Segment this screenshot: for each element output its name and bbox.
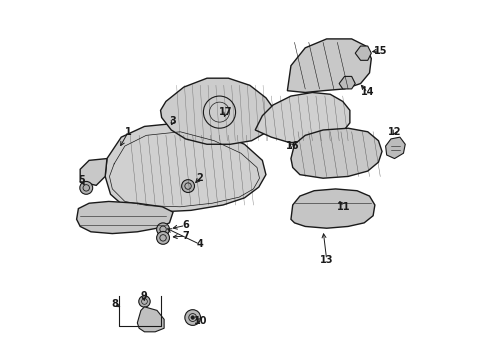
Polygon shape [137, 307, 164, 332]
Circle shape [156, 231, 169, 244]
Text: 11: 11 [336, 202, 350, 212]
Text: 15: 15 [373, 46, 386, 56]
Polygon shape [290, 128, 381, 178]
Text: 14: 14 [360, 87, 374, 98]
Text: 10: 10 [194, 316, 207, 326]
Polygon shape [385, 137, 405, 158]
Polygon shape [160, 78, 274, 144]
Text: 7: 7 [182, 231, 188, 241]
Text: 2: 2 [196, 173, 203, 183]
Polygon shape [290, 189, 374, 228]
Polygon shape [354, 46, 370, 60]
Text: 3: 3 [169, 116, 176, 126]
Polygon shape [77, 202, 173, 234]
Text: 6: 6 [182, 220, 188, 230]
Text: 1: 1 [125, 127, 131, 137]
Polygon shape [255, 93, 349, 143]
Polygon shape [105, 123, 265, 212]
Circle shape [156, 223, 169, 236]
Polygon shape [80, 158, 107, 185]
Text: 4: 4 [196, 239, 203, 249]
Circle shape [181, 180, 194, 193]
Text: 8: 8 [111, 299, 118, 309]
Circle shape [80, 181, 93, 194]
Circle shape [139, 296, 150, 307]
Polygon shape [339, 76, 354, 89]
Text: 16: 16 [285, 141, 299, 151]
Circle shape [190, 316, 194, 319]
Text: 12: 12 [387, 127, 401, 137]
Text: 13: 13 [319, 255, 333, 265]
Text: 5: 5 [78, 175, 84, 185]
Polygon shape [287, 39, 370, 93]
Circle shape [184, 310, 200, 325]
Text: 9: 9 [140, 291, 147, 301]
Text: 17: 17 [219, 107, 232, 117]
